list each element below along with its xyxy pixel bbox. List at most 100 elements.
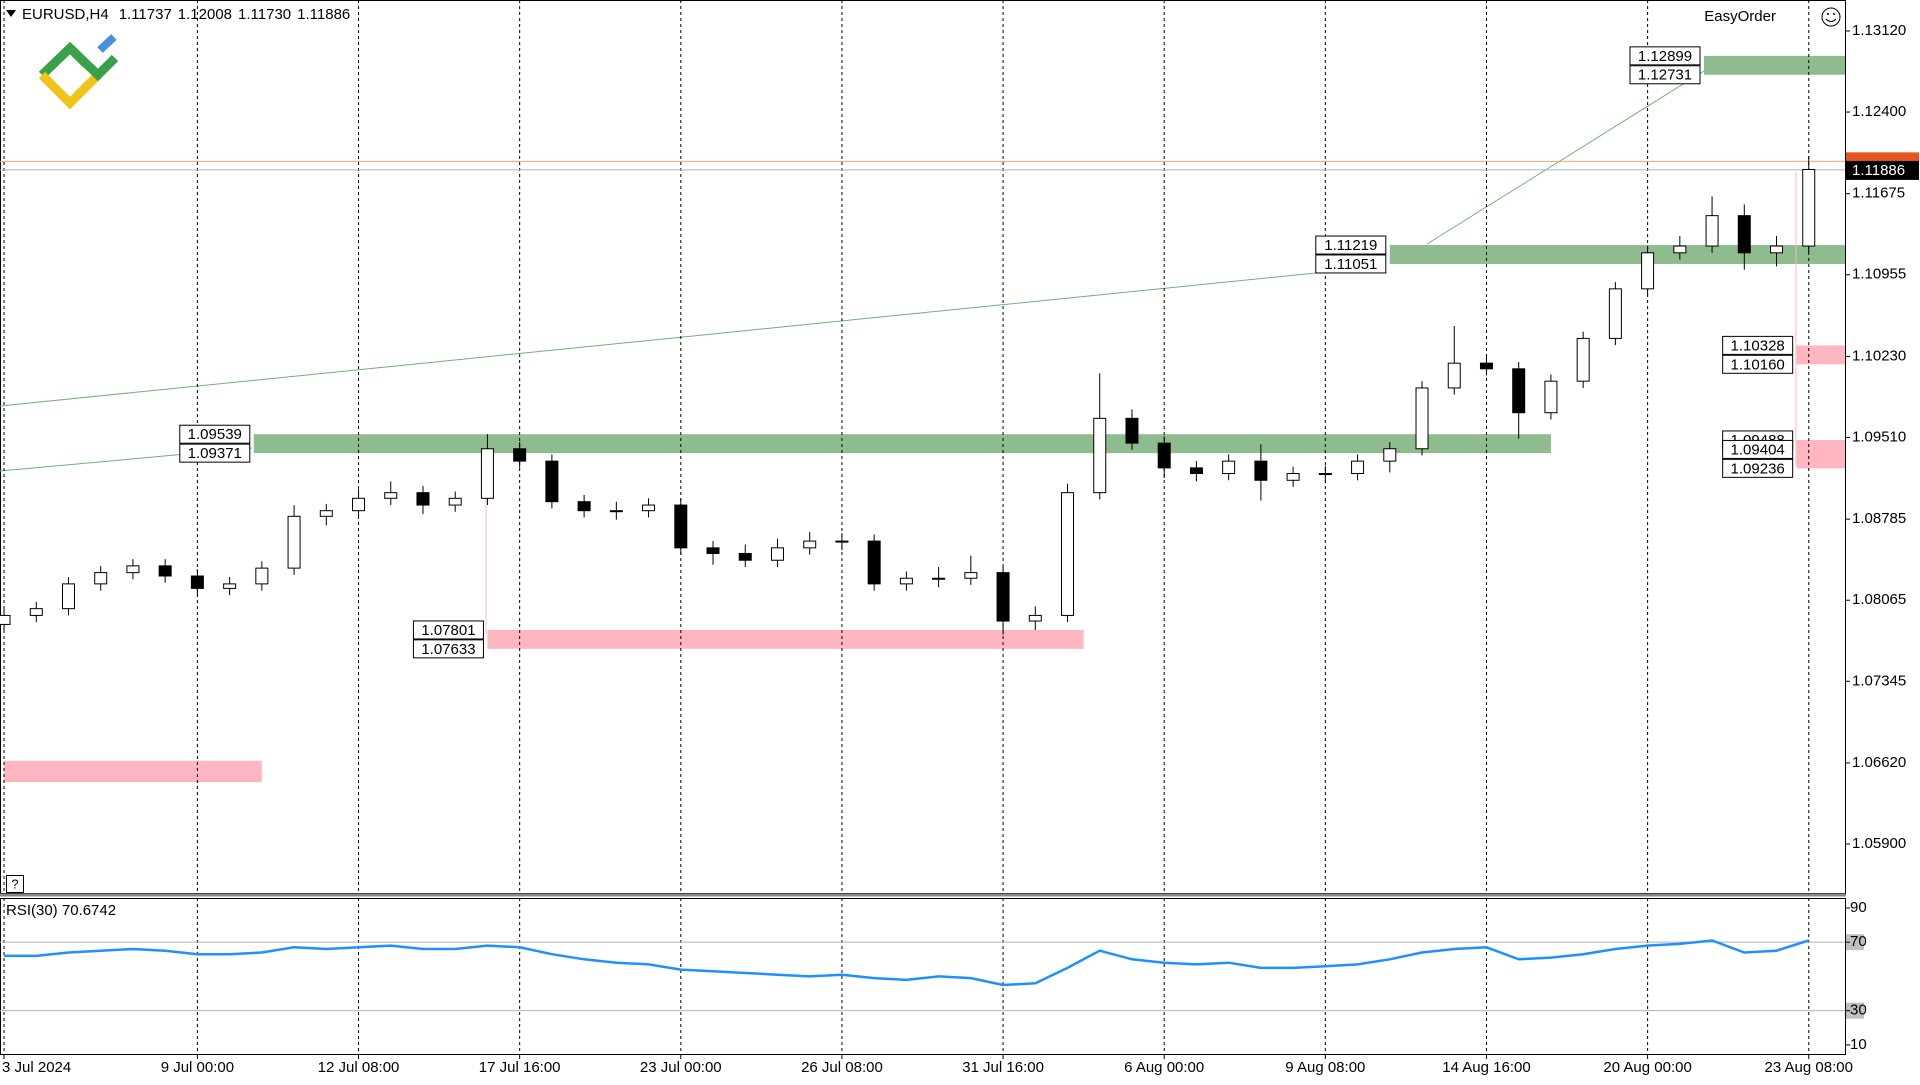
zone-label: 1.09236 [1731,460,1785,477]
candle-body [1125,417,1139,444]
logo-mark [66,44,119,82]
level-tag [1846,1002,1864,1019]
bid-tag [1846,160,1919,180]
candle-body [1061,492,1075,616]
zone-label: 1.10328 [1731,337,1785,354]
candle-body [1705,215,1719,247]
candle-body [867,540,881,585]
smiley-icon [1825,18,1837,22]
candle-body [932,577,946,580]
zone-label: 1.07633 [421,641,475,658]
candle-body [642,504,656,512]
candle-body [1737,215,1751,254]
zone-label-box [412,620,484,640]
trend-line [0,272,1317,407]
y-tick-label: 1.08785 [1852,510,1906,527]
candle-body [1802,168,1816,247]
candle-body [996,572,1010,622]
logo-mark [97,34,117,53]
rsi-pane [0,898,1846,1055]
candle-body [94,572,108,585]
x-tick-label: 20 Aug 00:00 [1603,1059,1691,1076]
x-tick-label: 6 Aug 00:00 [1124,1059,1204,1076]
x-tick-label: 12 Jul 08:00 [318,1059,400,1076]
zone-label: 1.11219 [1324,237,1377,254]
zone-label-box [1629,46,1701,66]
candle-body [706,547,720,554]
candle-body [126,565,140,574]
candle-body [1222,460,1236,475]
candle-body [223,583,237,589]
x-tick-label: 14 Aug 16:00 [1442,1059,1530,1076]
zone-label-box [1722,439,1794,459]
candle-body [1028,614,1042,622]
candle-body [352,497,366,512]
candle-body [29,608,43,616]
candle-body [416,492,430,506]
zone-label-box [412,639,484,659]
zone [487,629,1084,649]
candle-body [448,497,462,506]
y-tick-label: 1.06620 [1852,754,1906,771]
candle-body [0,614,11,625]
zone-label: 1.09371 [188,445,242,462]
candle-body [674,504,688,549]
candle-body [803,540,817,549]
candle-body [899,577,913,585]
candle-body [513,448,527,462]
candle-body [1673,245,1687,254]
zone-label-box [1315,235,1387,255]
y-tick-label: 1.09510 [1852,428,1906,445]
smiley-icon [1833,13,1835,15]
symbol-title: EURUSD,H4 [22,6,109,23]
zone-label: 1.10160 [1731,356,1785,373]
candle-body [1479,362,1493,370]
zone-label: 1.11051 [1324,256,1377,273]
candle-body [1641,252,1655,290]
quote-value: 1.11886 [297,6,350,23]
y-tick-label: 10 [1850,1036,1867,1053]
zone-label: 1.09404 [1731,441,1785,458]
candle-body [287,515,301,569]
ask-tag [1846,152,1919,162]
zone-label-box [1315,254,1387,274]
x-tick-label: 23 Aug 08:00 [1765,1059,1853,1076]
candle-body [1189,467,1203,475]
zone-label: 1.12731 [1638,67,1692,84]
y-tick-label: 1.13120 [1852,22,1906,39]
logo [38,34,119,110]
x-tick-label: 3 Jul 2024 [2,1059,71,1076]
candle-body [1254,460,1268,481]
zones [4,55,1845,783]
candle-body [158,565,172,577]
quote-value: 1.11737 [119,6,172,23]
y-tick-label: 1.12400 [1852,103,1906,120]
quote-value: 1.11730 [238,6,291,23]
zone-label: 1.07801 [421,622,475,639]
candle-body [1383,448,1397,462]
bid-label: 1.11886 [1852,162,1905,179]
help-button[interactable] [6,875,24,893]
y-tick-label: 1.07345 [1852,672,1906,689]
x-tick-label: 23 Jul 00:00 [640,1059,722,1076]
zone-label-box [1722,458,1794,478]
zone-label-box [1629,65,1701,85]
zone-label-box [179,443,251,463]
y-tick-label: 30 [1850,1002,1867,1019]
candle-body [1415,387,1429,450]
quote-value: 1.12008 [178,6,232,23]
help-icon: ? [11,876,18,891]
candle-body [1608,288,1622,339]
candle-body [319,510,333,517]
rsi-line [4,939,1810,987]
candle-body [1286,473,1300,481]
easyorder-label[interactable]: EasyOrder [1704,8,1776,25]
candle-body [61,583,75,610]
symbol-menu[interactable] [6,10,16,17]
candle-body [1093,417,1107,494]
candle-body [1447,362,1461,389]
y-tick-label: 70 [1850,933,1867,950]
y-tick-label: 1.05900 [1852,835,1906,852]
